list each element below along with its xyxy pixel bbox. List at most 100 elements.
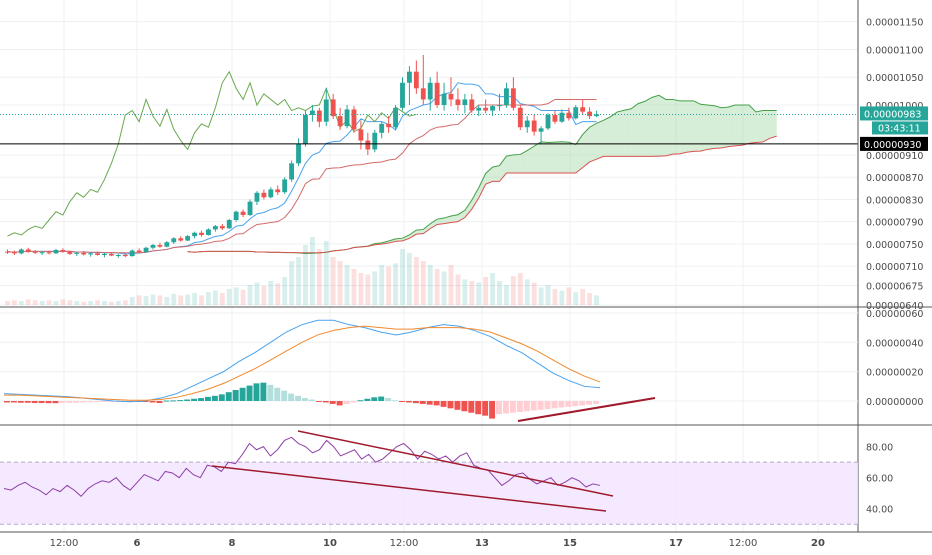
macd-histogram-bar (240, 388, 246, 401)
price-axis-label: 0.00000675 (866, 282, 923, 293)
last-price-value: 0.00000983 (864, 109, 921, 120)
candle-body (67, 252, 72, 254)
volume-bar (525, 279, 530, 305)
macd-histogram-bar (46, 401, 52, 403)
volume-bar (393, 263, 398, 305)
volume-bar (12, 300, 17, 305)
ichimoku-cloud-segment (728, 105, 735, 147)
candle-body (12, 252, 17, 253)
volume-bar (379, 265, 384, 305)
ichimoku-cloud-segment (742, 105, 749, 145)
macd-axis-label: 0.00000060 (866, 309, 923, 320)
macd-histogram-bar (295, 396, 301, 401)
volume-bar (234, 287, 239, 305)
macd-histogram-bar (302, 398, 308, 401)
macd-histogram-bar (177, 400, 183, 401)
candle-body (255, 193, 260, 202)
volume-bar (352, 269, 357, 305)
macd-histogram-bar (205, 397, 211, 401)
ichimoku-cloud-segment (624, 109, 631, 157)
candle-body (19, 249, 24, 253)
macd-histogram-bar (344, 401, 350, 404)
ichimoku-cloud-segment (534, 142, 541, 173)
macd-histogram-bar (309, 400, 315, 401)
macd-histogram-bar (150, 401, 156, 402)
macd-histogram-bar (524, 401, 530, 411)
macd-histogram-bar (247, 386, 253, 401)
macd-histogram-bar (233, 390, 239, 401)
candle-body (435, 83, 440, 105)
volume-bar (546, 285, 551, 305)
price-axis-label: 0.00000830 (866, 195, 923, 206)
volume-bar (324, 241, 329, 305)
ichimoku-cloud-segment (714, 106, 721, 149)
macd-histogram-bar (510, 401, 516, 413)
candle-body (178, 238, 183, 240)
volume-bar (282, 277, 287, 305)
macd-histogram-bar (482, 401, 488, 416)
macd-axis-label: 0.00000000 (866, 397, 923, 408)
macd-histogram-bar (531, 401, 537, 411)
macd-histogram-bar (170, 400, 176, 401)
candle-body (365, 141, 370, 150)
macd-histogram-bar (267, 385, 273, 401)
volume-bar (365, 275, 370, 305)
macd-axis-label: 0.00000040 (866, 338, 923, 349)
time-axis-label: 13 (475, 538, 489, 549)
price-axis-label: 0.00000910 (866, 151, 923, 162)
volume-bar (47, 300, 52, 305)
time-axis-label: 6 (134, 538, 141, 549)
macd-histogram-bar (94, 401, 100, 402)
macd-histogram-bar (427, 401, 433, 405)
time-axis-label: 12:00 (729, 538, 758, 549)
candle-body (539, 128, 544, 131)
time-axis-label: 12:00 (390, 538, 419, 549)
rsi-axis-label: 40.00 (866, 505, 893, 516)
volume-bar (442, 271, 447, 305)
candle-body (213, 226, 218, 229)
macd-histogram-bar (545, 401, 551, 409)
macd-histogram-bar (18, 401, 24, 403)
candle-body (338, 116, 343, 126)
ichimoku-cloud-segment (756, 111, 763, 143)
volume-bar (566, 287, 571, 305)
candle-body (54, 250, 59, 253)
candle-body (379, 124, 384, 133)
candle-body (573, 107, 578, 118)
volume-bar (414, 257, 419, 305)
price-axis-label: 0.00000870 (866, 173, 923, 184)
candle-body (164, 242, 169, 246)
volume-bar (40, 301, 45, 305)
volume-bar (123, 300, 128, 305)
ichimoku-cloud-segment (707, 105, 714, 149)
macd-histogram-bar (572, 401, 578, 406)
level-line-value: 0.00000930 (864, 140, 921, 151)
time-axis-label: 20 (811, 538, 825, 549)
time-axis-label: 10 (323, 538, 337, 549)
candle-body (296, 144, 301, 163)
macd-histogram-bar (406, 401, 412, 402)
macd-histogram-bar (351, 401, 357, 402)
candle-body (393, 108, 398, 127)
candle-body (227, 220, 232, 228)
macd-histogram-bar (80, 401, 86, 402)
macd-histogram-bar (593, 401, 599, 404)
candle-body (324, 99, 329, 121)
countdown-value: 03:43:11 (878, 123, 921, 134)
macd-histogram-bar (364, 399, 370, 401)
volume-bar (102, 301, 107, 305)
price-axis-label: 0.00001050 (866, 73, 923, 84)
volume-bar (185, 295, 190, 305)
candle-body (234, 212, 239, 220)
candle-body (185, 236, 190, 240)
volume-bar (449, 265, 454, 305)
candle-body (428, 83, 433, 100)
candle-body (442, 94, 447, 105)
candle-body (511, 88, 516, 107)
volume-bar (559, 291, 564, 305)
volume-bar (220, 293, 225, 305)
macd-histogram-bar (558, 401, 564, 408)
candle-body (137, 251, 142, 253)
price-axis-label: 0.00000790 (866, 218, 923, 229)
